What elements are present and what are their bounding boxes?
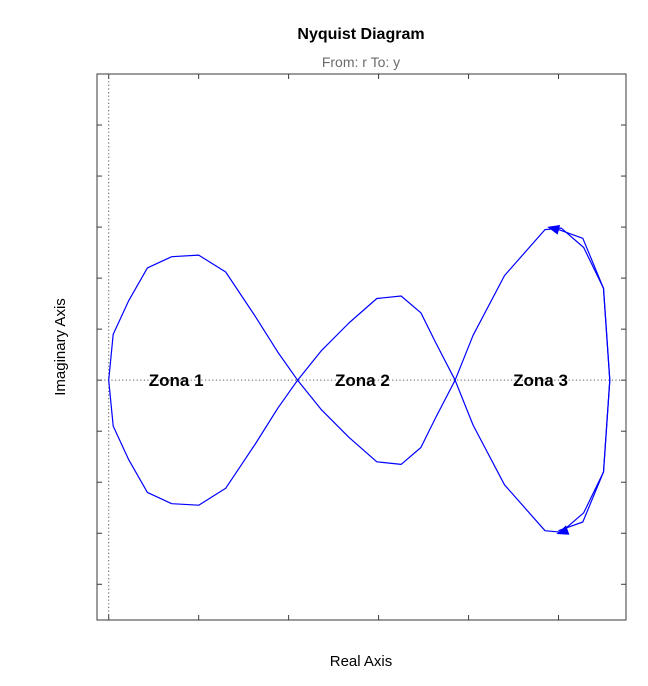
- direction-arrows: [547, 224, 570, 535]
- nyquist-curves: [108, 227, 611, 533]
- y-axis-label: Imaginary Axis: [52, 298, 69, 396]
- x-axis-label: Real Axis: [330, 653, 393, 670]
- zone-label-2: Zona 2: [335, 371, 390, 390]
- zone-label-1: Zona 1: [149, 371, 204, 390]
- arrow-lower: [556, 525, 570, 535]
- plot-area: Zona 1 Zona 2 Zona 3: [96, 73, 627, 621]
- plot-frame: [96, 73, 627, 621]
- arrow-upper: [547, 224, 561, 235]
- nyquist-curve-1: [108, 227, 611, 532]
- zone-annotations: Zona 1 Zona 2 Zona 3: [149, 371, 568, 390]
- nyquist-curve-2: [108, 229, 611, 533]
- chart-subtitle: From: r To: y: [322, 54, 400, 70]
- chart-title: Nyquist Diagram: [297, 26, 424, 43]
- zone-label-3: Zona 3: [513, 371, 568, 390]
- reference-lines: [97, 74, 626, 620]
- axis-ticks: [97, 73, 626, 620]
